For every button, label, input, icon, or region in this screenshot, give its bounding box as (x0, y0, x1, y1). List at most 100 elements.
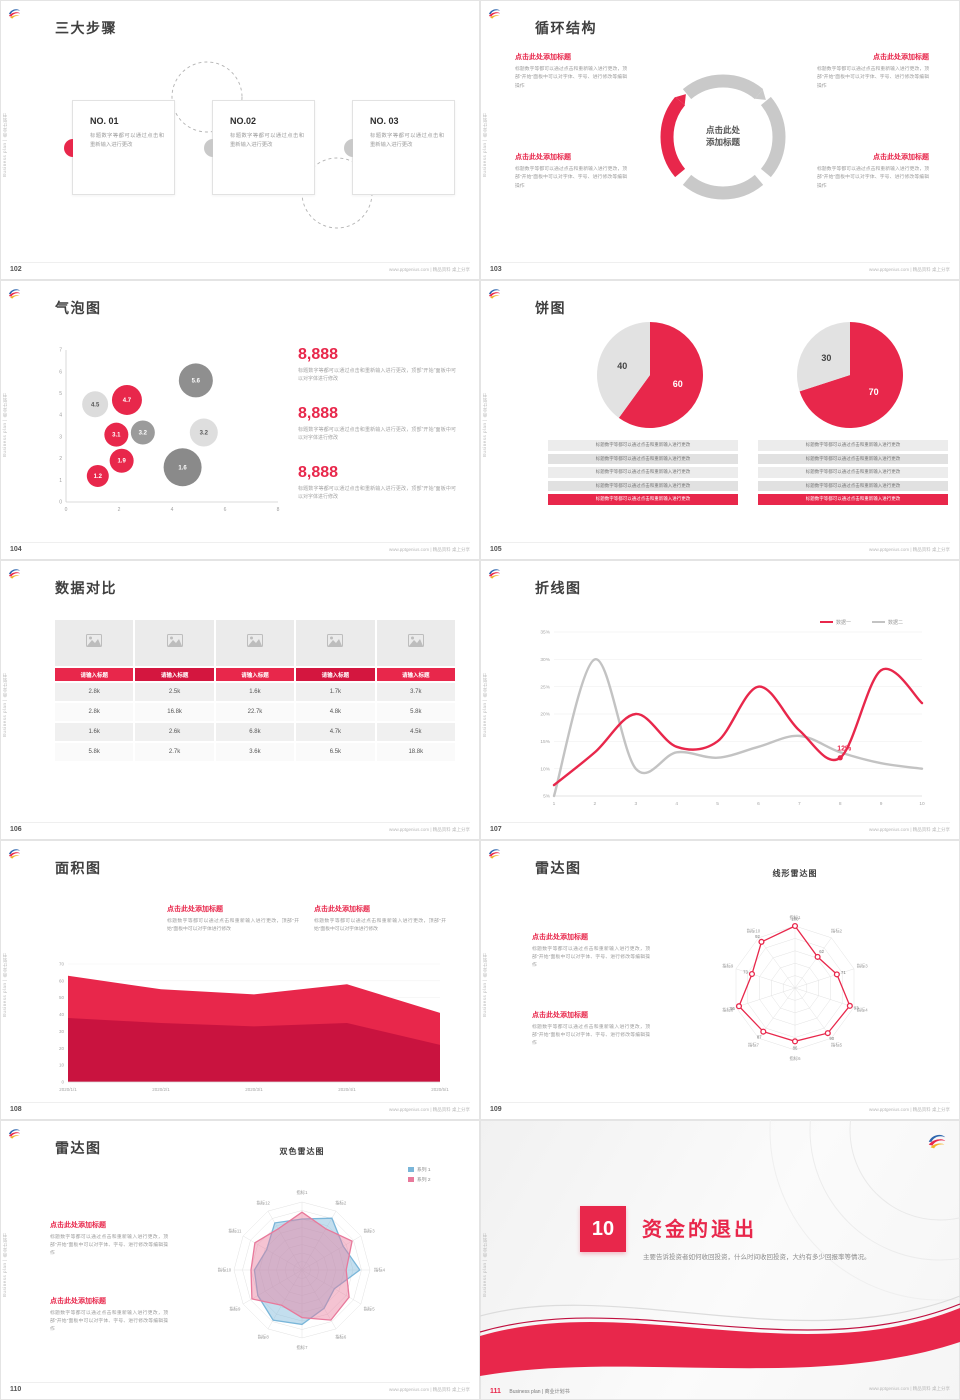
logo-icon (7, 566, 22, 581)
svg-text:86: 86 (793, 1046, 798, 1051)
svg-text:8: 8 (277, 507, 280, 513)
svg-text:指标1: 指标1 (297, 1189, 309, 1196)
pie-legend-list: 标题数字等都可以通过点击和重新输入进行更改 标题数字等都可以通过点击和重新输入进… (758, 440, 948, 508)
block-title: 点击此处添加标题 (873, 154, 929, 161)
slide-footer: 111 Business plan | 商业计划书 www.pptgenius.… (490, 1382, 950, 1396)
line-chart: 5% 10% 15% 20% 25% 30% 35% 1 2 3 4 5 6 7 8 9 10 12% 数据一 数据二 (540, 619, 925, 807)
page-number: 104 (10, 546, 22, 553)
svg-text:2020/5/1: 2020/5/1 (431, 1087, 449, 1092)
table-cell: 1.6k (55, 723, 134, 741)
svg-text:93: 93 (854, 1005, 859, 1010)
svg-text:1: 1 (59, 478, 62, 484)
svg-text:8: 8 (839, 801, 842, 807)
svg-text:0: 0 (61, 1080, 64, 1085)
svg-text:3: 3 (59, 434, 62, 440)
slide-107: Business plan | 商业计划书 折线图 5% 10% 15% 20% 25%… (480, 560, 960, 840)
block-title: 点击此处添加标题 (314, 906, 370, 913)
list-item: 标题数字等都可以通过点击和重新输入进行更改 (548, 494, 738, 505)
svg-text:70: 70 (59, 962, 65, 967)
slide-footer: 104 www.pptgenius.com | 精品资料 桌上分享 (10, 542, 470, 556)
stat-caption: 标题数字等都可以通过点击和重新输入进行更改，顶部“开始”面板中可以对字体进行修改 (298, 486, 456, 501)
page-title: 三大步骤 (55, 20, 117, 36)
svg-text:90: 90 (829, 1036, 834, 1041)
svg-text:指标2: 指标2 (335, 1199, 347, 1206)
table-cell: 18.8k (376, 743, 455, 761)
page-number: 103 (490, 266, 502, 273)
area-chart: 0 10 20 30 40 50 60 70 2020/1/1 2020/2/1 2020/3/1 2… (59, 962, 449, 1093)
step-body: 标题数字等都可以通过点击和重新输入进行更改 (370, 133, 444, 149)
svg-text:3.2: 3.2 (139, 431, 148, 437)
svg-text:2020/1/1: 2020/1/1 (59, 1087, 77, 1092)
table-cell: 5.8k (376, 703, 455, 721)
svg-text:25%: 25% (540, 684, 550, 690)
footer-text: www.pptgenius.com | 精品资料 桌上分享 (389, 546, 470, 552)
page-number: 106 (10, 826, 22, 833)
radar-chart: 指标1 指标2 指标3 指标4 指标5 指标6 指标7 指标8 指标9 指标10 100 62 71 93… (722, 914, 869, 1062)
svg-text:0: 0 (59, 500, 62, 506)
page-title: 循环结构 (535, 20, 597, 36)
text-block: 点击此处添加标题 标题数字等都可以通过点击和重新输入进行更改，顶部“开始”面板中… (515, 52, 627, 91)
table-cell: 5.8k (55, 743, 134, 761)
side-label: Business plan | 商业计划书 (482, 112, 487, 178)
text-block: 点击此处添加标题 标题数字等都可以通过点击和重新输入进行更改，顶部“开始”面板中… (817, 152, 929, 191)
chart-legend: 系列 1 系列 2 (408, 1166, 431, 1186)
slide-109: Business plan | 商业计划书 雷达图 线形雷达图 点击此处添加标题… (480, 840, 960, 1120)
legend-label: 系列 1 (417, 1168, 431, 1173)
table-cell: 4.7k (296, 723, 375, 741)
table-header-cell: 请输入标题 (215, 668, 295, 681)
list-item: 标题数字等都可以通过点击和重新输入进行更改 (548, 480, 738, 491)
text-block: 点击此处添加标题 标题数字等都可以通过点击和重新输入进行更改，顶部“开始”面板中… (515, 152, 627, 191)
svg-text:指标3: 指标3 (857, 963, 869, 970)
table-cell: 2.8k (55, 683, 134, 701)
svg-text:指标1: 指标1 (790, 914, 802, 921)
table-cell: 2.7k (135, 743, 214, 761)
svg-text:4: 4 (171, 507, 174, 513)
svg-text:30%: 30% (540, 657, 550, 663)
slide-footer: 107 www.pptgenius.com | 精品资料 桌上分享 (490, 822, 950, 836)
table-cell: 1.6k (215, 683, 295, 701)
side-label: Business plan | 商业计划书 (482, 672, 487, 738)
cycle-center-line1: 点击此处 (706, 125, 741, 135)
footer-text: www.pptgenius.com | 精品资料 桌上分享 (869, 826, 950, 832)
pie-chart-left: 60 40 (597, 322, 703, 428)
step-body: 标题数字等都可以通过点击和重新输入进行更改 (90, 133, 164, 149)
cycle-diagram: 点击此处 添加标题 (660, 74, 786, 200)
slide-footer: 102 www.pptgenius.com | 精品资料 桌上分享 (10, 262, 470, 276)
page-title: 气泡图 (55, 300, 102, 316)
table-row: 1.6k 2.6k 6.8k 4.7k 4.5k (55, 723, 455, 741)
table-cell: 2.8k (55, 703, 134, 721)
logo-icon (487, 286, 502, 301)
svg-text:4.5: 4.5 (91, 402, 100, 408)
slide-103: Business plan | 商业计划书 循环结构 点击此处添加标题 标题数字… (480, 0, 960, 280)
side-label: Business plan | 商业计划书 (482, 1232, 487, 1298)
svg-text:2020/3/1: 2020/3/1 (245, 1087, 263, 1092)
footer-text: www.pptgenius.com | 精品资料 桌上分享 (389, 1386, 470, 1392)
side-label: Business plan | 商业计划书 (482, 392, 487, 458)
list-item: 标题数字等都可以通过点击和重新输入进行更改 (758, 480, 948, 491)
table-cell: 1.7k (296, 683, 375, 701)
svg-text:9: 9 (880, 801, 883, 807)
footer-left: 111 Business plan | 商业计划书 (490, 1380, 570, 1398)
image-placeholder (55, 620, 134, 666)
page-number: 102 (10, 266, 22, 273)
svg-text:1.6: 1.6 (178, 465, 187, 471)
radar-chart-dual: 指标1 指标2 指标3 指标4 指标5 指标6 指标7 指标8 指标9 指标10 指标11 指标12 (218, 1189, 386, 1351)
svg-text:60: 60 (59, 978, 65, 983)
page-title: 面积图 (55, 860, 102, 876)
text-block: 点击此处添加标题 标题数字等都可以通过点击和重新输入进行更改，顶部“开始”面板中… (532, 932, 650, 970)
svg-text:100: 100 (791, 917, 799, 922)
legend-item: 系列 1 (408, 1166, 431, 1173)
slide-111: Business plan | 商业计划书 10 资金的退出 主要告诉投资者如何… (480, 1120, 960, 1400)
page-title: 折线图 (535, 580, 582, 596)
image-placeholder (215, 620, 295, 666)
list-item: 标题数字等都可以通过点击和重新输入进行更改 (758, 494, 948, 505)
image-placeholder-icon (407, 634, 424, 647)
svg-text:40: 40 (617, 361, 627, 371)
slide-106: Business plan | 商业计划书 数据对比 请输入标题 请输入标题 请… (0, 560, 480, 840)
table-header-cell: 请输入标题 (135, 668, 214, 681)
page-number: 110 (10, 1386, 22, 1393)
image-placeholder (135, 620, 214, 666)
side-label: Business plan | 商业计划书 (2, 952, 7, 1018)
image-placeholder (296, 620, 375, 666)
